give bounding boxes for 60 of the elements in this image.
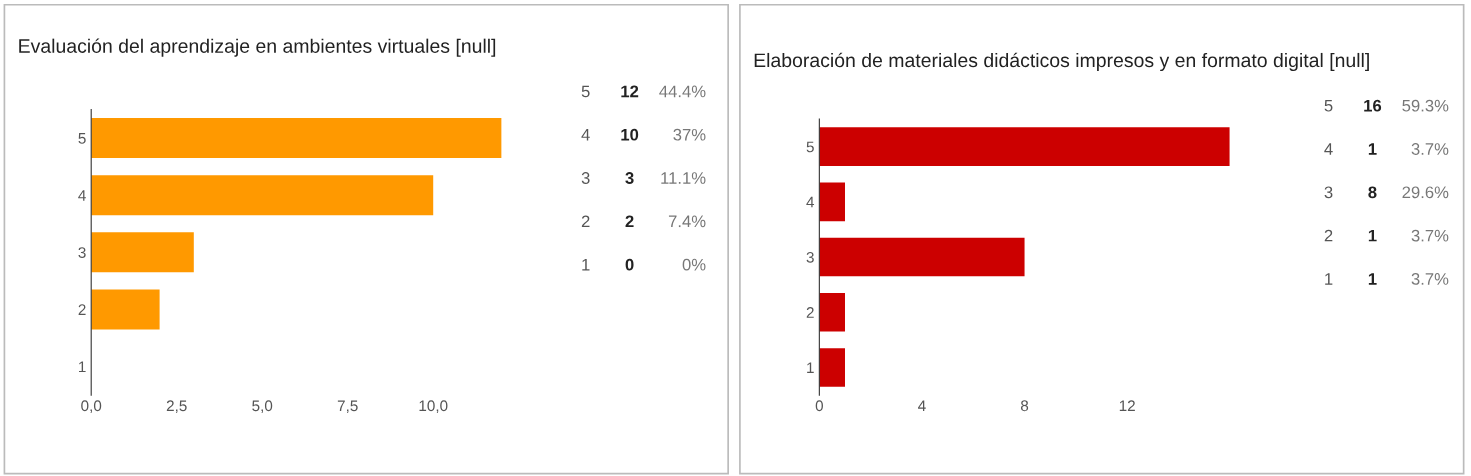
x-tick-label: 10,0 <box>419 400 448 413</box>
x-tick-label: 0,0 <box>81 400 102 413</box>
text: 1 <box>582 258 590 271</box>
y-tick-label: 5 <box>806 141 814 153</box>
y-tick-label: 2 <box>806 307 814 318</box>
bar <box>819 182 845 222</box>
bar <box>819 127 1230 166</box>
text: 11.1% <box>661 172 706 184</box>
text: 44.4% <box>659 85 706 98</box>
y-tick-label: 2 <box>78 304 86 315</box>
x-tick-label: 7,5 <box>337 400 358 413</box>
text: 12 <box>621 85 639 98</box>
text: 3 <box>625 172 634 184</box>
text: 37% <box>673 128 706 141</box>
text: 0 <box>625 258 634 271</box>
chart-title: Evaluación del aprendizaje en ambientes virtuales [null] <box>19 38 496 57</box>
text: 16 <box>1364 99 1382 112</box>
y-tick-label: 1 <box>807 362 814 374</box>
text: 4 <box>581 128 590 141</box>
bar <box>819 292 845 332</box>
text: 5 <box>1324 99 1333 112</box>
bar <box>91 289 160 330</box>
bar <box>819 348 845 387</box>
text: 59.3% <box>1402 99 1449 112</box>
text: 10 <box>621 128 639 141</box>
chart-title: Elaboración de materiales didácticos impresos y en formato digital [null] <box>754 52 1369 72</box>
x-tick-label: 12 <box>1119 400 1135 412</box>
bar <box>91 118 502 159</box>
text: 3.7% <box>1411 143 1449 155</box>
text: 4 <box>1324 143 1333 155</box>
text: 8 <box>1368 186 1377 199</box>
text: 7.4% <box>668 215 706 228</box>
text: 1 <box>1368 229 1377 242</box>
y-tick-label: 4 <box>78 190 86 201</box>
y-tick-label: 3 <box>78 247 86 258</box>
bar <box>91 175 434 216</box>
bar <box>91 232 194 273</box>
text: 2 <box>625 215 634 228</box>
bar <box>819 237 1025 277</box>
text: 2 <box>1324 229 1333 242</box>
text: 1 <box>1368 143 1377 155</box>
y-tick-label: 3 <box>806 251 814 263</box>
text: 1 <box>1325 273 1333 285</box>
text: 3 <box>581 172 590 184</box>
text: 3 <box>1324 186 1333 199</box>
y-tick-label: 5 <box>78 133 86 144</box>
text: 5 <box>581 85 590 98</box>
text: 1 <box>1368 273 1377 285</box>
text: 3.7% <box>1411 229 1449 242</box>
x-tick-label: 4 <box>918 400 926 412</box>
x-tick-label: 0 <box>815 400 823 412</box>
x-tick-label: 2,5 <box>166 400 187 413</box>
text: 29.6% <box>1402 186 1449 199</box>
text: 3.7% <box>1411 273 1449 285</box>
y-tick-label: 4 <box>806 196 815 208</box>
y-tick-label: 1 <box>79 361 86 373</box>
text: 0% <box>682 258 706 271</box>
x-tick-label: 5,0 <box>252 400 273 413</box>
text: 2 <box>581 215 590 228</box>
x-tick-label: 8 <box>1020 400 1029 412</box>
